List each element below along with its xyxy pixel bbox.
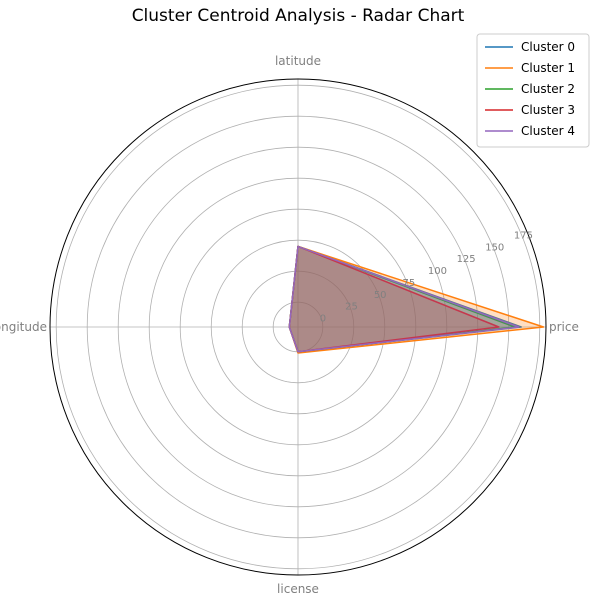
series-polygons [288, 245, 545, 354]
radial-tick-labels: 0 25 50 75 100 125 150 175 [320, 230, 533, 324]
legend-label-2: Cluster 2 [521, 82, 575, 96]
axis-label-longitude: longitude [0, 320, 47, 334]
legend-label-4: Cluster 4 [521, 124, 575, 138]
tick-label-5: 125 [457, 254, 476, 265]
chart-title: Cluster Centroid Analysis - Radar Chart [132, 6, 465, 26]
series-fill-0 [289, 246, 522, 352]
tick-label-4: 100 [428, 266, 447, 277]
tick-label-2: 50 [374, 290, 387, 301]
tick-label-1: 25 [345, 302, 358, 313]
tick-label-7: 175 [514, 230, 533, 241]
outer-frame [49, 78, 547, 576]
tick-label-3: 75 [402, 278, 415, 289]
legend-box [476, 33, 590, 148]
series-fill-1 [289, 246, 544, 354]
legend-label-0: Cluster 0 [521, 40, 575, 54]
series-fill-2 [289, 246, 515, 352]
series-fill-3 [289, 246, 499, 352]
legend: Cluster 0 Cluster 1 Cluster 2 Cluster 3 Clus… [476, 33, 590, 148]
series-fill-4 [289, 246, 519, 352]
axis-labels: price latitude longitude license [0, 54, 579, 596]
tick-label-6: 150 [485, 242, 504, 253]
axis-label-price: price [549, 320, 579, 334]
axis-label-license: license [277, 582, 319, 596]
legend-label-3: Cluster 3 [521, 103, 575, 117]
axis-label-latitude: latitude [275, 54, 321, 68]
legend-label-1: Cluster 1 [521, 61, 575, 75]
tick-label-0: 0 [320, 314, 326, 325]
